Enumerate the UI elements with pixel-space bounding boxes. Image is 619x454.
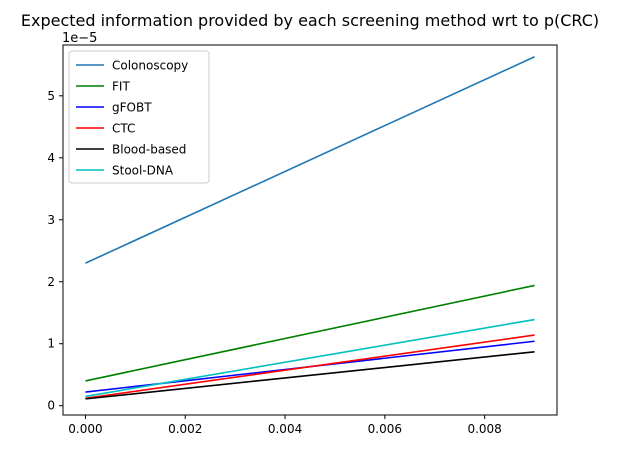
series-line-ctc <box>85 334 535 400</box>
y-tick-label: 5 <box>47 89 55 103</box>
chart-title: Expected information provided by each sc… <box>21 11 599 30</box>
legend-label-gfobt: gFOBT <box>112 101 152 115</box>
legend-label-blood-based: Blood-based <box>112 143 186 157</box>
legend-label-fit: FIT <box>112 80 130 94</box>
legend-label-ctc: CTC <box>112 122 135 136</box>
legend: Colonoscopy FIT gFOBT CTC Blood-based Stool-D… <box>68 50 210 184</box>
legend-box <box>68 50 210 184</box>
series-line-blood-based <box>85 350 535 400</box>
y-tick-label: 3 <box>47 213 55 227</box>
y-axis-offset-label: 1e−5 <box>62 31 97 46</box>
plot-area <box>62 44 558 416</box>
x-tick-label: 0.006 <box>368 422 402 436</box>
legend-label-stool-dna: Stool-DNA <box>112 164 174 178</box>
x-axis: 0.000 0.002 0.004 0.006 0.008 <box>68 415 502 436</box>
y-tick-label: 1 <box>47 337 55 351</box>
y-tick-label: 2 <box>47 275 55 289</box>
y-tick-label: 4 <box>47 151 55 165</box>
series-layer <box>85 56 535 400</box>
x-tick-label: 0.000 <box>68 422 102 436</box>
legend-label-colonoscopy: Colonoscopy <box>112 59 188 73</box>
series-line-stool-dna <box>85 318 535 398</box>
y-tick-label: 0 <box>47 399 55 413</box>
series-line-colonoscopy <box>85 56 535 264</box>
y-axis: 0 1 2 3 4 5 <box>47 89 63 413</box>
x-tick-label: 0.008 <box>467 422 501 436</box>
x-tick-label: 0.004 <box>268 422 302 436</box>
series-line-fit <box>85 284 535 382</box>
x-tick-label: 0.002 <box>168 422 202 436</box>
